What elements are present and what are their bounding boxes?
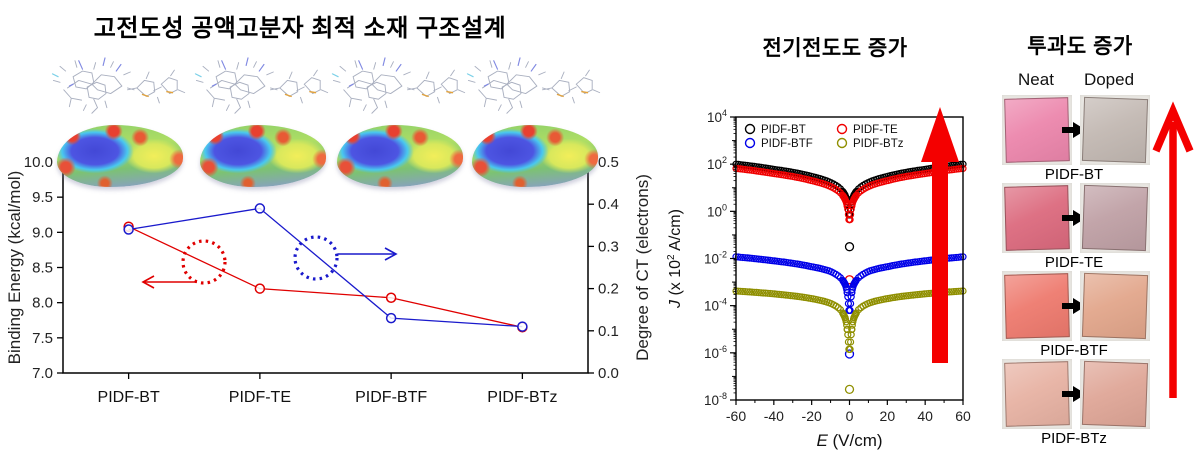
svg-text:10.0: 10.0 (24, 154, 53, 171)
svg-text:PIDF-BTF: PIDF-BTF (355, 389, 427, 406)
svg-text:-40: -40 (764, 408, 784, 424)
svg-text:0.0: 0.0 (598, 365, 619, 382)
neat-film-swatch (1004, 185, 1070, 251)
svg-text:8.0: 8.0 (32, 295, 53, 312)
right-arrow-icon (1062, 298, 1086, 314)
right-arrow-icon (1062, 386, 1086, 402)
neat-film-swatch (1004, 273, 1070, 339)
film-tile (1002, 95, 1072, 165)
left-panel-title: 고전도성 공액고분자 최적 소재 구조설계 (93, 15, 507, 42)
film-row: PIDF-BT (996, 95, 1156, 183)
svg-text:40: 40 (917, 408, 933, 424)
svg-text:PIDF-TE: PIDF-TE (229, 389, 291, 406)
molecule-structure (331, 57, 466, 114)
right-arrow-icon (1062, 122, 1086, 138)
svg-text:PIDF-BTF: PIDF-BTF (761, 138, 813, 150)
svg-text:-60: -60 (726, 408, 746, 424)
film-row: PIDF-BTz (996, 359, 1156, 447)
svg-text:0: 0 (846, 408, 854, 424)
svg-text:100: 100 (707, 202, 727, 219)
transparency-panel: Neat Doped PIDF-BT PIDF-TE PIDF-BTF PIDF… (990, 20, 1170, 465)
film-row-label: PIDF-BTz (1041, 430, 1107, 447)
svg-text:PIDF-BT: PIDF-BT (761, 124, 806, 136)
svg-text:Degree of CT (electrons): Degree of CT (electrons) (633, 174, 652, 361)
svg-text:PIDF-BTz: PIDF-BTz (487, 389, 557, 406)
svg-text:J (x 102 A/cm): J (x 102 A/cm) (666, 209, 684, 309)
svg-text:10-8: 10-8 (704, 391, 727, 408)
molecule-structure (51, 57, 186, 114)
right-arrow-icon (1062, 210, 1086, 226)
film-row-label: PIDF-BTF (1040, 342, 1108, 359)
molecule-structure (194, 57, 329, 114)
doped-film-swatch (1081, 272, 1149, 340)
right-panel-title: 투과도 증가 (1027, 35, 1133, 58)
svg-text:9.0: 9.0 (32, 224, 53, 241)
film-tile (1080, 183, 1150, 253)
svg-text:PIDF-BT: PIDF-BT (98, 389, 160, 406)
svg-text:PIDF-BTz: PIDF-BTz (853, 138, 904, 150)
svg-text:7.0: 7.0 (32, 365, 53, 382)
svg-text:PIDF-TE: PIDF-TE (853, 124, 898, 136)
svg-text:0.5: 0.5 (598, 154, 619, 171)
esp-surface (57, 125, 183, 187)
svg-text:E (V/cm): E (V/cm) (816, 431, 882, 450)
svg-text:0.2: 0.2 (598, 281, 619, 298)
film-tile (1080, 359, 1150, 429)
doped-film-swatch (1081, 360, 1149, 428)
molecule-structure (466, 57, 601, 114)
svg-text:60: 60 (955, 408, 971, 424)
svg-text:9.5: 9.5 (32, 189, 53, 206)
film-tile (1080, 95, 1150, 165)
neat-film-swatch (1004, 97, 1070, 163)
esp-surface (337, 125, 463, 187)
column-header-neat: Neat (1018, 70, 1054, 89)
svg-text:104: 104 (707, 108, 727, 125)
esp-surface (472, 125, 598, 187)
svg-text:-20: -20 (802, 408, 822, 424)
svg-text:Binding Energy (kcal/mol): Binding Energy (kcal/mol) (5, 171, 24, 365)
film-row: PIDF-TE (996, 183, 1156, 271)
doped-film-swatch (1081, 184, 1149, 252)
neat-film-swatch (1004, 361, 1070, 427)
film-row-label: PIDF-TE (1044, 254, 1104, 271)
svg-text:102: 102 (707, 155, 727, 172)
film-row-label: PIDF-BT (1044, 166, 1104, 183)
esp-surface (200, 125, 326, 187)
doped-film-swatch (1081, 96, 1149, 164)
middle-panel-title: 전기전도도 증가 (762, 37, 908, 60)
svg-text:20: 20 (880, 408, 896, 424)
film-tile (1002, 359, 1072, 429)
film-tile (1002, 271, 1072, 341)
svg-text:0.1: 0.1 (598, 323, 619, 340)
column-header-doped: Doped (1083, 70, 1135, 89)
film-row: PIDF-BTF (996, 271, 1156, 359)
film-tile (1002, 183, 1072, 253)
svg-text:8.5: 8.5 (32, 260, 53, 277)
svg-text:0.4: 0.4 (598, 196, 619, 213)
svg-text:0.3: 0.3 (598, 238, 619, 255)
svg-text:10-2: 10-2 (704, 250, 727, 267)
film-tile (1080, 271, 1150, 341)
svg-text:10-6: 10-6 (704, 344, 727, 361)
svg-text:7.5: 7.5 (32, 330, 53, 347)
svg-text:10-4: 10-4 (704, 297, 727, 314)
